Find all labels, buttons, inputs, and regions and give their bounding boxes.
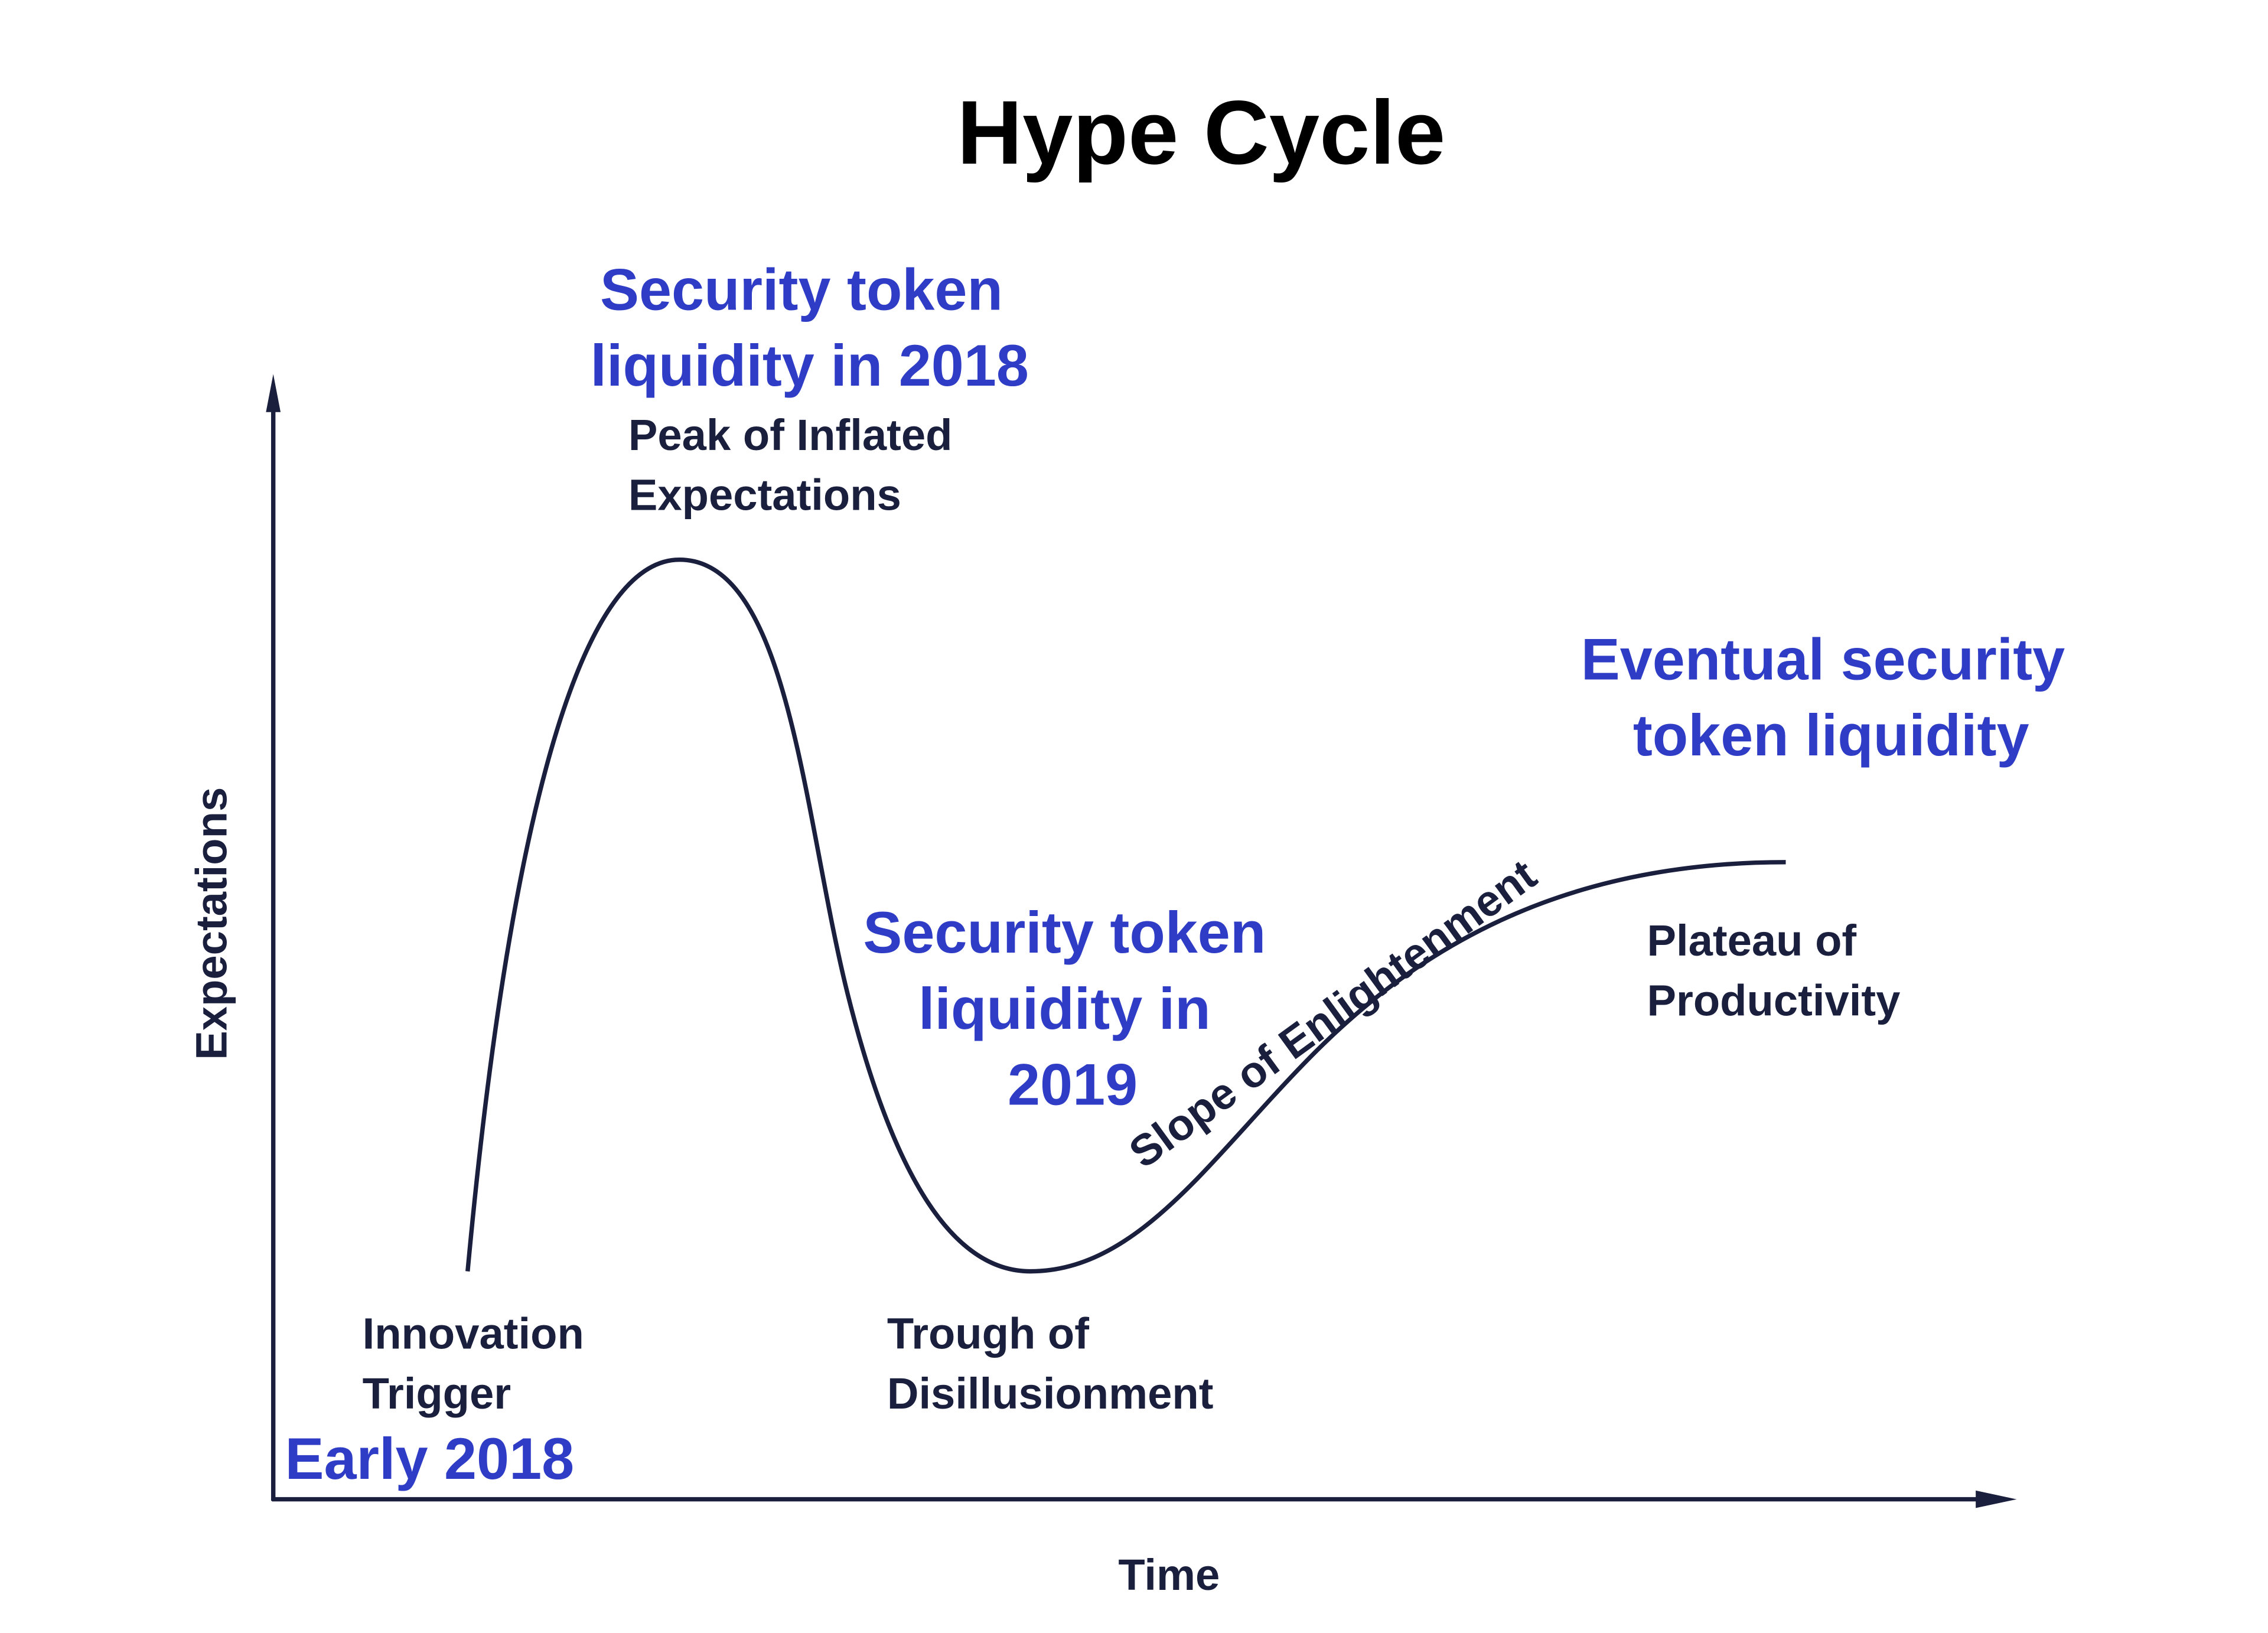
- phase-label: Innovation Trigger: [363, 1309, 597, 1418]
- y-axis-label: Expectations: [187, 787, 236, 1060]
- annotation-line: Security token: [863, 899, 1266, 965]
- phase-line: Innovation: [363, 1309, 584, 1358]
- y-arrow: [266, 374, 281, 412]
- annotation: Early 2018: [285, 1426, 574, 1491]
- phase-line: Trough of: [887, 1309, 1089, 1358]
- annotation-line: token liquidity: [1633, 702, 2029, 768]
- annotation: Security token liquidity in 2018: [591, 257, 1029, 399]
- annotation: Security token liquidity in 2019: [863, 899, 1282, 1117]
- annotation-line: Early 2018: [285, 1426, 574, 1491]
- annotation-line: 2019: [1008, 1052, 1138, 1117]
- title: Hype Cycle: [957, 82, 1445, 183]
- phase-line: Expectations: [628, 471, 901, 520]
- annotation-line: Eventual security: [1581, 627, 2065, 692]
- phase-line: Productivity: [1647, 976, 1900, 1025]
- phase-label: Plateau of Productivity: [1647, 916, 1900, 1025]
- hype-curve: [465, 557, 1786, 1274]
- annotation: Eventual security token liquidity: [1581, 627, 2081, 768]
- phase-line: Plateau of: [1647, 916, 1856, 965]
- x-arrow: [1976, 1490, 2017, 1508]
- x-axis-label: Time: [1118, 1550, 1220, 1599]
- phase-line: Trigger: [363, 1369, 511, 1418]
- annotation-line: liquidity in 2018: [591, 333, 1029, 398]
- phase-label: Peak of Inflated Expectations: [628, 410, 964, 519]
- annotation-line: liquidity in: [918, 976, 1211, 1041]
- axes: [266, 374, 2017, 1508]
- phase-line: Disillusionment: [887, 1369, 1214, 1418]
- phase-label: Trough of Disillusionment: [887, 1309, 1214, 1418]
- phase-line: Peak of Inflated: [628, 410, 953, 459]
- annotation-line: Security token: [600, 257, 1003, 322]
